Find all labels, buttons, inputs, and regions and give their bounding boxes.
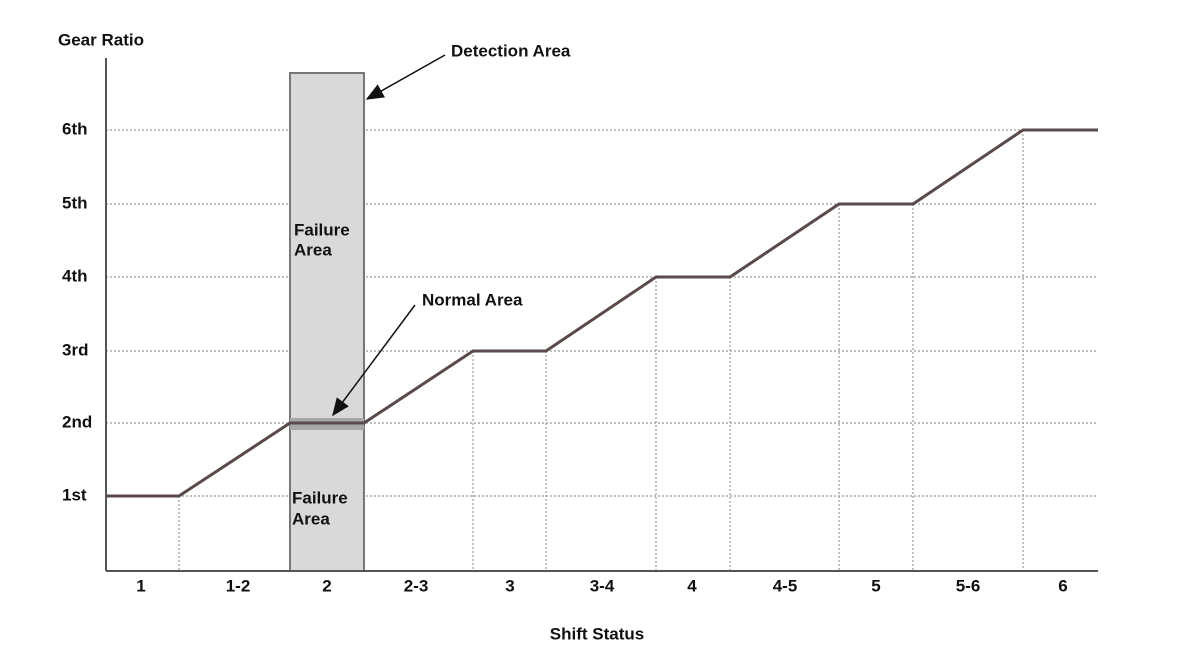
x-tick-label: 1 (136, 576, 145, 595)
failure-area-label: Area (294, 240, 332, 259)
y-tick-label: 4th (62, 266, 88, 285)
y-tick-label: 2nd (62, 412, 92, 431)
x-tick-label: 3-4 (590, 576, 615, 595)
x-tick-label: 4-5 (773, 576, 798, 595)
x-tick-label: 2 (322, 576, 331, 595)
y-axis-title: Gear Ratio (58, 30, 144, 49)
detection-area-label: Detection Area (451, 41, 571, 60)
y-tick-label: 5th (62, 193, 88, 212)
x-tick-label: 2-3 (404, 576, 429, 595)
x-tick-label: 1-2 (226, 576, 251, 595)
x-tick-label: 6 (1058, 576, 1067, 595)
y-tick-label: 1st (62, 485, 87, 504)
x-tick-label: 3 (505, 576, 514, 595)
arrow (365, 54, 446, 100)
gear-ratio-line (106, 128, 1098, 498)
x-axis-title: Shift Status (550, 624, 644, 643)
arrow (332, 304, 416, 417)
grid (106, 129, 1098, 571)
x-tick-label: 5-6 (956, 576, 981, 595)
y-tick-label: 6th (62, 119, 88, 138)
normal-area-label: Normal Area (422, 290, 523, 309)
failure-area-label: Failure (294, 220, 350, 239)
x-tick-label: 4 (687, 576, 697, 595)
y-tick-label: 3rd (62, 340, 88, 359)
x-tick-label: 5 (871, 576, 880, 595)
failure-area-label: Area (292, 509, 330, 528)
failure-area-label: Failure (292, 488, 348, 507)
